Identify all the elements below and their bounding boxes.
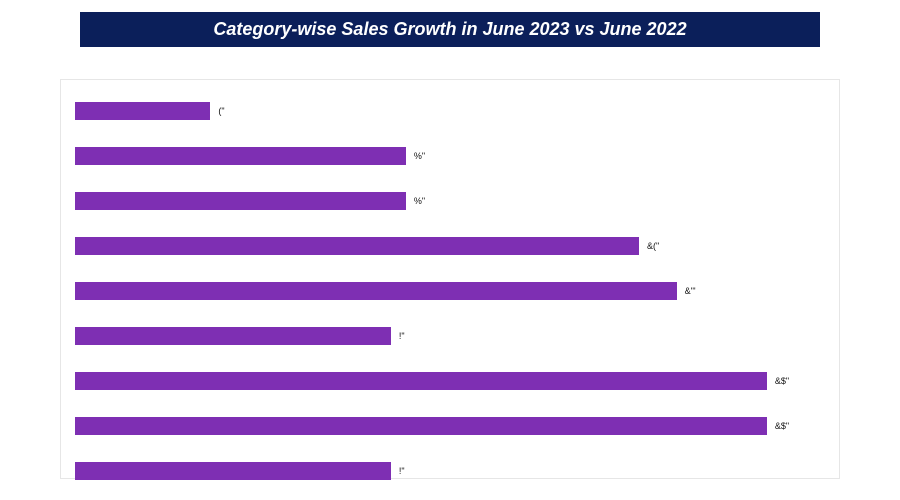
bar-row: &$" (75, 372, 825, 390)
bar-row: %" (75, 192, 825, 210)
bar-row: &(" (75, 237, 825, 255)
bar-row: (" (75, 102, 825, 120)
bar-row: !" (75, 462, 825, 480)
bar (75, 417, 767, 435)
chart-title-bar: Category-wise Sales Growth in June 2023 … (80, 12, 820, 47)
bar (75, 327, 391, 345)
bar (75, 462, 391, 480)
bar-value-label: &'" (685, 286, 696, 296)
bar (75, 282, 677, 300)
bar-value-label: (" (218, 106, 224, 116)
bar-value-label: %" (414, 151, 425, 161)
chart-title-text: Category-wise Sales Growth in June 2023 … (213, 19, 686, 39)
bar-value-label: !" (399, 331, 405, 341)
bar (75, 192, 406, 210)
bar (75, 372, 767, 390)
bar-row: !" (75, 327, 825, 345)
bar (75, 147, 406, 165)
bar-row: &$" (75, 417, 825, 435)
chart-plot-area: (" %" %" &(" &'" !" &$" &$" !" (60, 79, 840, 479)
bar-value-label: &$" (775, 421, 789, 431)
bar-value-label: !" (399, 466, 405, 476)
bar (75, 102, 210, 120)
bar-row: &'" (75, 282, 825, 300)
bar-value-label: %" (414, 196, 425, 206)
bar-value-label: &(" (647, 241, 659, 251)
bar-value-label: &$" (775, 376, 789, 386)
bar-row: %" (75, 147, 825, 165)
bar (75, 237, 639, 255)
bars-container: (" %" %" &(" &'" !" &$" &$" !" (75, 102, 825, 480)
